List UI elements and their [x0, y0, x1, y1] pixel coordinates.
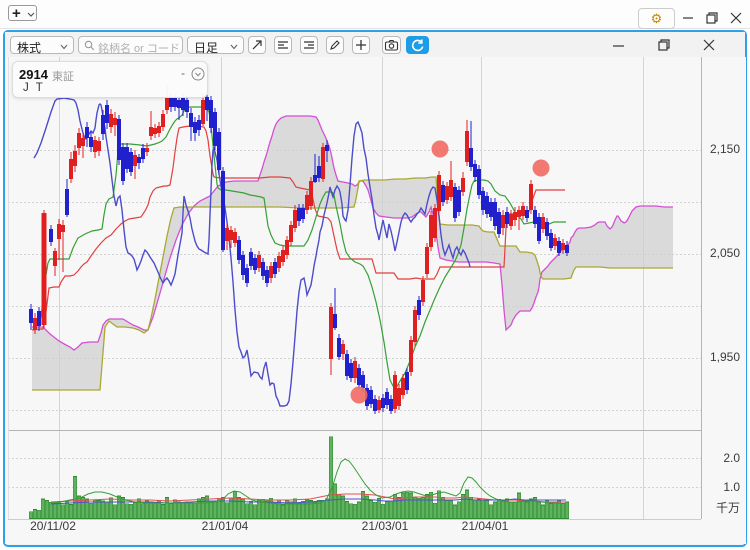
svg-text:21/04/01: 21/04/01 — [462, 519, 509, 533]
svg-text:2,150: 2,150 — [710, 142, 740, 156]
svg-text:21/01/04: 21/01/04 — [202, 519, 249, 533]
svg-text:2,050: 2,050 — [710, 246, 740, 260]
svg-text:1.0: 1.0 — [723, 480, 740, 494]
svg-text:1,950: 1,950 — [710, 350, 740, 364]
svg-text:千万: 千万 — [716, 501, 740, 515]
svg-text:21/03/01: 21/03/01 — [362, 519, 409, 533]
svg-text:2.0: 2.0 — [723, 451, 740, 465]
svg-text:20/11/02: 20/11/02 — [30, 519, 76, 533]
